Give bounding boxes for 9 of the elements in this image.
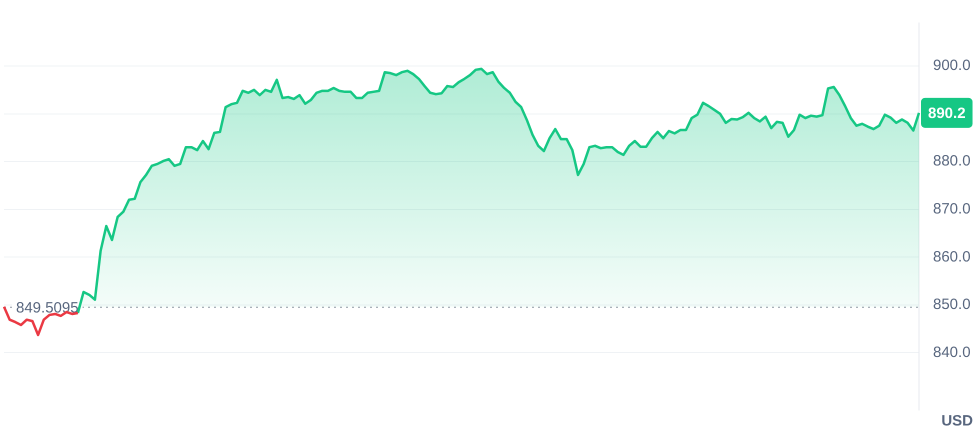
y-tick-label: 850.0 <box>933 296 971 314</box>
y-tick-label: 900.0 <box>933 57 971 74</box>
text: 890.2 <box>928 104 966 122</box>
y-tick-label: 880.0 <box>933 152 971 170</box>
y-tick-label: 840.0 <box>933 344 971 361</box>
y-tick-label: 860.0 <box>933 248 971 266</box>
y-axis-title: USD <box>941 412 974 430</box>
y-tick-label: 870.0 <box>933 200 971 218</box>
ref-line-label: 849.5095 <box>16 299 79 316</box>
